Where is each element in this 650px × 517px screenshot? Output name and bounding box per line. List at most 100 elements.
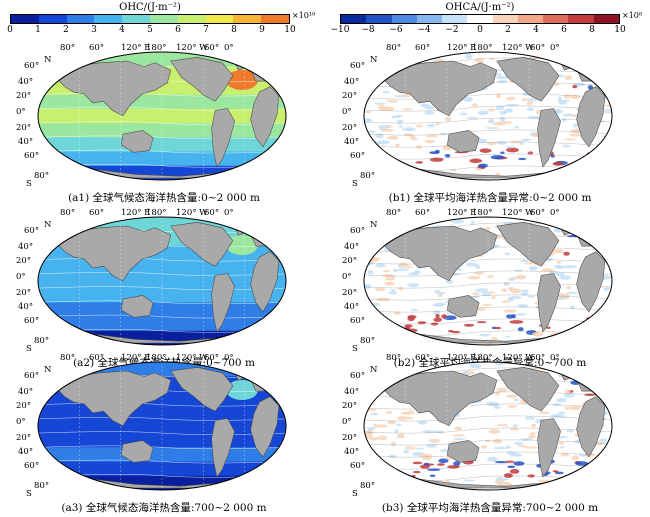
ohca-anomaly-patch [410,308,419,311]
ohc-north-atlantic-max [226,235,258,255]
ohca-anomaly-patch [387,370,393,373]
ohca-anomaly-patch [463,323,475,327]
ohca-anomaly-patch [527,295,535,298]
ohca-anomaly-patch [509,469,520,474]
ohca-anomaly-patch [592,464,602,468]
ohca-colorbar-swatch [391,15,417,23]
ohca-anomaly-patch [594,176,602,180]
north-label: N [370,55,378,65]
ohca-anomaly-patch [404,333,411,336]
ohca-anomaly-patch [365,259,379,263]
ohc-colorbar-tick-label: 1 [35,25,41,35]
latitude-label: 20° [16,91,31,101]
ohca-anomaly-patch [550,338,560,342]
longitude-label: 80° [60,208,75,218]
panel-a1: 80° 60° 120° E 180° 120° W 60° 0° 60° 40° 20° 0° 20… [14,40,314,205]
ohca-anomaly-patch [375,263,386,268]
ohca-anomaly-patch [418,453,433,458]
ohca-anomaly-patch [560,446,565,449]
ohca-anomaly-patch [599,52,612,56]
ohc-north-atlantic-max [226,70,258,90]
longitude-label: 180° [472,353,492,363]
land-mass [120,130,154,153]
ohca-anomaly-patch [547,177,554,180]
latitude-label: 40° [344,447,359,457]
ohca-anomaly-patch [506,314,514,319]
ohca-anomaly-patch [543,54,554,57]
ohca-anomaly-patch [452,434,465,437]
land-mass [381,225,498,282]
ohca-anomaly-patch [472,292,480,296]
ohca-colorbar-tick-label: 6 [561,25,567,35]
ohc-colorbar-tick-label: 8 [231,25,237,35]
ohca-anomaly-patch [393,311,401,315]
ohca-colorbar-tick-label: −2 [445,25,459,35]
ohca-anomaly-patch [387,420,397,425]
ohca-anomaly-patch [478,163,489,168]
south-pole-latitude-label: 80° [34,171,49,181]
ohca-anomaly-patch [433,317,443,323]
latitude-label: 40° [18,77,33,87]
ohca-anomaly-patch [417,173,431,179]
ohca-anomaly-patch [500,151,505,154]
ohca-anomaly-patch [386,411,393,415]
ohca-anomaly-patch [415,447,425,450]
ohca-anomaly-patch [529,432,536,435]
ohca-anomaly-patch [563,251,570,256]
ohca-anomaly-patch [520,291,529,296]
latitude-label: 20° [342,91,357,101]
latitude-label: 40° [344,77,359,87]
ohca-anomaly-patch [600,74,609,79]
ohca-anomaly-patch [580,67,589,71]
ohca-anomaly-patch [382,91,390,94]
ohca-anomaly-patch [404,446,417,450]
ohca-anomaly-patch [593,232,606,238]
ohca-anomaly-patch [384,277,396,281]
ohca-anomaly-patch [384,281,395,286]
ohca-colorbar-swatch [341,15,367,23]
south-pole-latitude-label: 80° [34,336,49,346]
ohca-anomaly-patch [559,59,566,64]
longitude-label: 60° [415,43,430,53]
ohca-anomaly-patch [402,108,413,111]
ohca-anomaly-patch [419,464,430,469]
ohca-anomaly-patch [367,429,373,434]
ohca-anomaly-patch [505,145,517,149]
ohca-anomaly-patch [495,76,508,80]
ohca-anomaly-patch [525,416,535,421]
longitude-label: 80° [60,353,75,363]
ohca-anomaly-patch [512,424,518,428]
longitude-label: 60° [415,353,430,363]
ohca-anomaly-patch [404,324,413,328]
ohca-anomaly-patch [437,463,445,466]
ohca-colorbar-swatch [593,15,619,23]
ohc-colorbar-strip [10,14,290,24]
ohca-anomaly-patch [505,335,510,338]
longitude-label: 180° [472,208,492,218]
ohca-anomaly-patch [412,470,421,474]
longitude-label: 60° [89,43,104,53]
ohca-anomaly-patch [499,110,507,115]
ohca-contour [364,93,612,100]
ohca-anomaly-patch [426,123,436,128]
ohca-anomaly-patch [489,57,494,60]
ohca-anomaly-patch [366,130,376,133]
ohca-contour [364,318,612,325]
ohc-colorbar-swatch [233,15,262,23]
ohca-contour [364,153,612,160]
ohca-anomaly-patch [423,462,430,466]
ohca-anomaly-patch [412,53,418,58]
ohca-anomaly-patch [495,105,505,111]
latitude-label: 0° [16,272,26,282]
ohca-anomaly-patch [521,289,529,293]
ohca-anomaly-patch [599,362,612,365]
latitude-label: 20° [342,401,357,411]
ohca-anomaly-patch [487,456,498,462]
ohca-anomaly-patch [490,155,505,160]
ohca-anomaly-patch [514,125,520,129]
longitude-label: 60° [530,353,545,363]
ohca-anomaly-patch [590,159,595,163]
land-mass [120,295,154,318]
